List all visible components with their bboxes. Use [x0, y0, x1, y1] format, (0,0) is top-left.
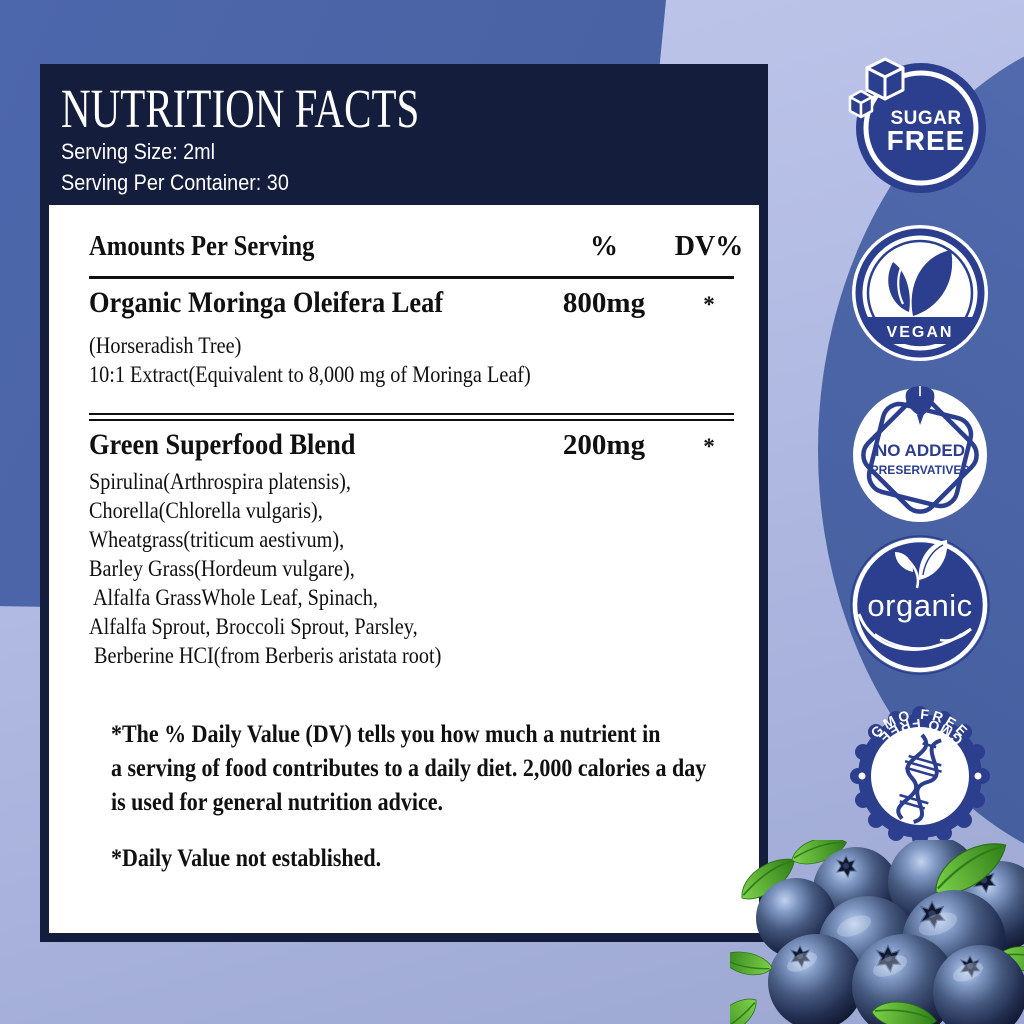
- nutrient-dv: *: [703, 292, 715, 317]
- note-line: 10:1 Extract(Equivalent to 8,000 mg of M…: [89, 362, 531, 387]
- dna-icon: [896, 733, 942, 824]
- blueberries-image: [730, 840, 1024, 1024]
- footnote-line: is used for general nutrition advice.: [111, 789, 444, 816]
- no-added-preservatives-badge: NO ADDED PRESERVATIVES: [853, 386, 987, 522]
- sugar-free-badge: SUGAR FREE: [848, 57, 986, 193]
- leaf-swoosh-icon: [857, 613, 972, 652]
- serving-size: Serving Size: 2ml: [61, 139, 216, 164]
- divider-thick: [89, 276, 734, 279]
- leaf: [730, 943, 775, 983]
- note-line: (Horseradish Tree): [89, 333, 242, 358]
- nutrient-amount: 800mg: [562, 287, 646, 319]
- vegan-leaves-icon: [888, 250, 953, 316]
- nutrition-facts-body: Amounts Per Serving % DV% Organic Moring…: [49, 204, 759, 876]
- sprout-icon: [895, 540, 948, 589]
- nutrient-dv: *: [703, 434, 715, 459]
- superfood-ingredient-list: Spirulina(Arthrospira platensis), Chorel…: [89, 467, 749, 670]
- column-header-row: Amounts Per Serving % DV%: [89, 230, 749, 264]
- ingredient-line: Berberine HCI(from Berberis aristata roo…: [89, 643, 442, 668]
- nutrition-facts-header: NUTRITION FACTS Serving Size: 2ml Servin…: [48, 72, 760, 205]
- nutrient-row-moringa: Organic Moringa Oleifera Leaf 800mg *: [89, 279, 749, 323]
- daily-value-footnote: *The % Daily Value (DV) tells you how mu…: [111, 718, 749, 820]
- nutrient-name: Organic Moringa Oleifera Leaf: [89, 286, 444, 319]
- nutrient-amount: 200mg: [562, 429, 646, 461]
- ingredient-line: Barley Grass(Hordeum vulgare),: [89, 556, 355, 581]
- col-percent: %: [590, 231, 618, 262]
- ingredient-line: Spirulina(Arthrospira platensis),: [89, 469, 351, 494]
- sugar-free-text-1: SUGAR: [890, 108, 961, 129]
- col-dv-percent: DV%: [674, 231, 744, 262]
- moringa-notes: (Horseradish Tree) 10:1 Extract(Equivale…: [89, 331, 749, 389]
- col-amounts-per-serving: Amounts Per Serving: [89, 231, 315, 262]
- divider-double: [89, 413, 734, 421]
- no-added-text-2: PRESERVATIVES: [871, 463, 970, 477]
- organic-badge: organic: [850, 535, 990, 675]
- ingredient-line: Alfalfa Sprout, Broccoli Sprout, Parsley…: [89, 614, 418, 639]
- sugar-cubes-icon: [848, 57, 905, 119]
- ingredient-line: Alfalfa GrassWhole Leaf, Spinach,: [89, 585, 378, 610]
- sugar-free-text-2: FREE: [887, 125, 966, 156]
- vegan-badge: VEGAN: [852, 225, 988, 361]
- nutrient-name: Green Superfood Blend: [89, 428, 356, 461]
- gmo-free-badge: GMO FREE GMO FREE: [850, 706, 990, 846]
- vegan-text: VEGAN: [887, 324, 954, 341]
- nutrition-facts-panel: NUTRITION FACTS Serving Size: 2ml Servin…: [40, 64, 768, 942]
- dv-not-established-note: *Daily Value not established.: [111, 845, 382, 872]
- no-added-text-1: NO ADDED: [875, 441, 965, 460]
- ingredient-line: Wheatgrass(triticum aestivum),: [89, 527, 345, 552]
- serving-per-container: Serving Per Container: 30: [61, 170, 289, 195]
- organic-text: organic: [867, 588, 972, 623]
- leaf: [730, 991, 765, 1024]
- ingredient-line: Chorella(Chlorella vulgaris),: [89, 498, 323, 523]
- nutrient-row-superfood: Green Superfood Blend 200mg *: [89, 421, 749, 465]
- footnote-line: a serving of food contributes to a daily…: [111, 755, 707, 782]
- panel-title: NUTRITION FACTS: [61, 77, 420, 140]
- footnote-line: *The % Daily Value (DV) tells you how mu…: [111, 721, 661, 748]
